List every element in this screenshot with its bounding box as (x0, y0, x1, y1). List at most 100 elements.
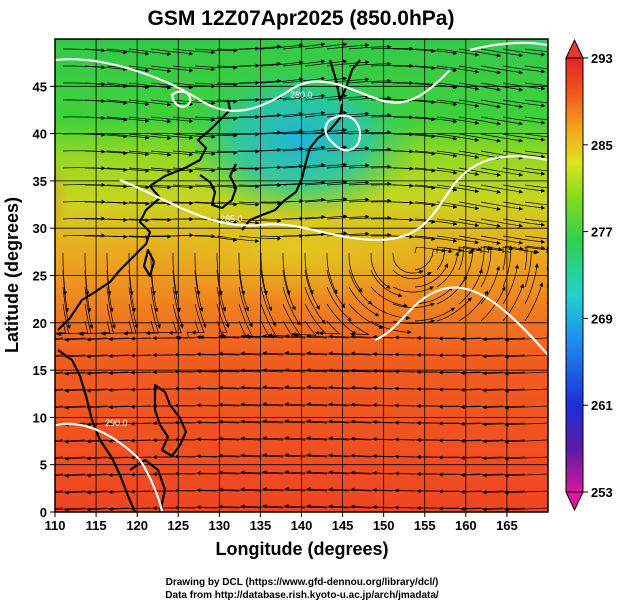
streamline (218, 351, 262, 356)
colorbar-tick-label: 261 (591, 398, 613, 413)
colorbar-tick-label: 269 (591, 311, 613, 326)
streamline (64, 473, 108, 478)
streamline (392, 201, 436, 207)
streamline (240, 419, 284, 424)
streamline (502, 167, 546, 176)
streamline (62, 269, 70, 313)
streamline (150, 133, 194, 140)
streamline (194, 65, 238, 70)
streamline (106, 286, 116, 329)
streamline (524, 201, 548, 206)
streamline (216, 303, 228, 339)
streamline (480, 235, 524, 245)
streamline (55, 473, 64, 475)
streamline (504, 371, 548, 376)
streamline (282, 197, 326, 203)
streamline (348, 95, 392, 101)
streamline (348, 232, 392, 238)
streamline (106, 99, 150, 107)
colorbar-tick-label: 285 (591, 138, 613, 153)
streamline (284, 435, 328, 441)
streamline (370, 80, 414, 86)
y-tick-label: 15 (33, 363, 47, 378)
streamline (172, 133, 216, 140)
streamline (106, 269, 114, 313)
streamline (260, 286, 277, 327)
streamline (458, 235, 501, 245)
streamline (284, 367, 328, 373)
streamline (196, 335, 240, 340)
streamline (55, 490, 64, 492)
streamline (282, 93, 326, 101)
coast-asia (57, 99, 232, 331)
streamline (84, 286, 94, 330)
contour-290 (55, 422, 164, 512)
streamline (86, 354, 130, 359)
streamline (438, 472, 482, 477)
streamline (350, 453, 394, 458)
streamline (128, 286, 139, 329)
streamline (238, 269, 249, 312)
streamline (55, 371, 64, 373)
streamline (240, 504, 284, 509)
streamline (195, 235, 238, 242)
streamline (414, 263, 448, 288)
streamline (291, 320, 317, 337)
streamline (262, 385, 306, 390)
streamline (458, 133, 502, 143)
streamline (196, 505, 240, 510)
streamline (348, 181, 392, 186)
streamline (436, 99, 480, 108)
streamline (55, 337, 86, 340)
streamline (350, 334, 394, 339)
colorbar-bottom-cap (565, 491, 584, 512)
streamline (262, 419, 306, 424)
streamline (55, 473, 86, 476)
streamline (260, 60, 304, 67)
streamline (482, 337, 526, 342)
streamline (128, 116, 172, 124)
streamline (392, 167, 436, 173)
streamline (480, 246, 494, 288)
streamline (524, 99, 548, 104)
streamline (458, 82, 502, 92)
streamline (194, 286, 207, 329)
y-tick-label: 40 (33, 127, 47, 142)
streamline (196, 454, 240, 459)
streamline (172, 48, 216, 55)
streamline (55, 439, 64, 441)
streamline (282, 286, 301, 326)
streamline (55, 405, 64, 407)
streamline (350, 419, 394, 424)
streamline (524, 246, 548, 254)
streamline (348, 113, 392, 118)
streamline (194, 253, 201, 296)
streamline (150, 167, 194, 174)
streamline (86, 388, 130, 393)
streamline (64, 354, 108, 359)
streamline (482, 354, 526, 359)
streamline (306, 402, 350, 407)
streamline (460, 506, 504, 512)
streamline (460, 336, 504, 342)
streamline (304, 214, 348, 220)
streamline (348, 215, 392, 221)
streamline (150, 116, 194, 124)
streamline (438, 370, 482, 375)
streamline (218, 368, 262, 373)
streamline (460, 370, 504, 376)
streamline (438, 404, 482, 409)
streamline (55, 490, 86, 493)
streamline (262, 402, 306, 407)
streamline (240, 334, 284, 339)
streamline (218, 436, 262, 441)
streamline (86, 507, 130, 512)
streamline (306, 368, 350, 373)
streamline (284, 401, 328, 407)
streamline (145, 320, 178, 335)
streamline (348, 44, 392, 50)
streamline (482, 371, 526, 376)
streamline (326, 94, 370, 101)
streamline (414, 307, 455, 322)
streamline (218, 504, 262, 509)
